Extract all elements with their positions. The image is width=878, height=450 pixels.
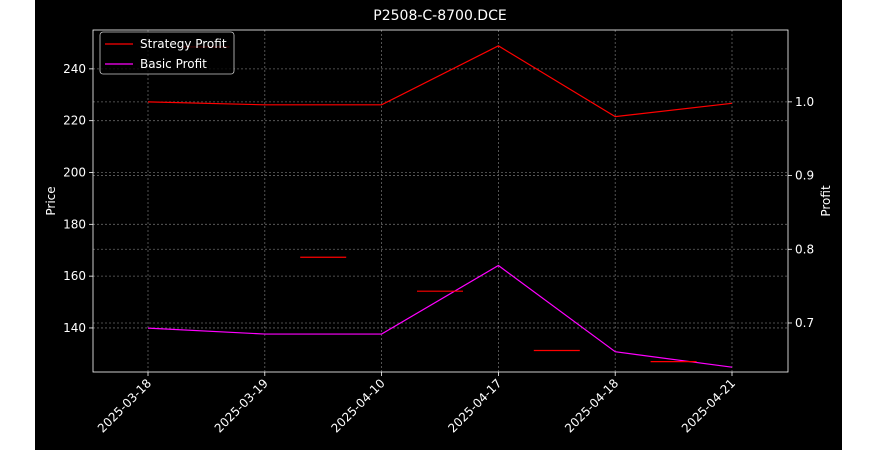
price-marks xyxy=(183,46,697,363)
chart-title: P2508-C-8700.DCE xyxy=(373,8,506,24)
x-tick-label: 2025-04-10 xyxy=(329,376,388,435)
x-tick-label: 2025-03-18 xyxy=(95,376,154,435)
legend: Strategy Profit Basic Profit xyxy=(99,31,235,75)
x-tick-label: 2025-04-18 xyxy=(562,376,621,435)
legend-label: Basic Profit xyxy=(140,57,207,71)
legend-label: Strategy Profit xyxy=(140,37,227,51)
y-axis-label: Price xyxy=(44,186,58,215)
chart-figure: P2508-C-8700.DCE 2025-03-18 2025-03-19 202… xyxy=(35,0,842,450)
x-tick-label: 2025-03-19 xyxy=(212,376,271,435)
y2-tick-label: 0.8 xyxy=(795,242,814,256)
series-layer xyxy=(147,45,733,368)
plot-frame xyxy=(92,29,789,373)
y2-axis-label: Profit xyxy=(819,185,833,217)
legend-box xyxy=(99,31,235,75)
series-line-0 xyxy=(147,45,733,118)
y-tick-label: 220 xyxy=(63,114,86,128)
series-line-1 xyxy=(147,264,733,368)
grid xyxy=(93,30,788,372)
x-tick-label: 2025-04-17 xyxy=(445,376,504,435)
axes: 2025-03-18 2025-03-19 2025-04-10 2025-04-17… xyxy=(63,29,814,435)
y-tick-label: 140 xyxy=(63,321,86,335)
x-tick-label: 2025-04-21 xyxy=(679,376,738,435)
y2-tick-label: 0.7 xyxy=(795,316,814,330)
y-tick-label: 200 xyxy=(63,166,86,180)
y2-tick-label: 1.0 xyxy=(795,95,814,109)
y-tick-label: 180 xyxy=(63,217,86,231)
chart-canvas: P2508-C-8700.DCE 2025-03-18 2025-03-19 202… xyxy=(44,8,833,435)
y-tick-label: 240 xyxy=(63,62,86,76)
y-tick-label: 160 xyxy=(63,269,86,283)
y2-tick-label: 0.9 xyxy=(795,169,814,183)
